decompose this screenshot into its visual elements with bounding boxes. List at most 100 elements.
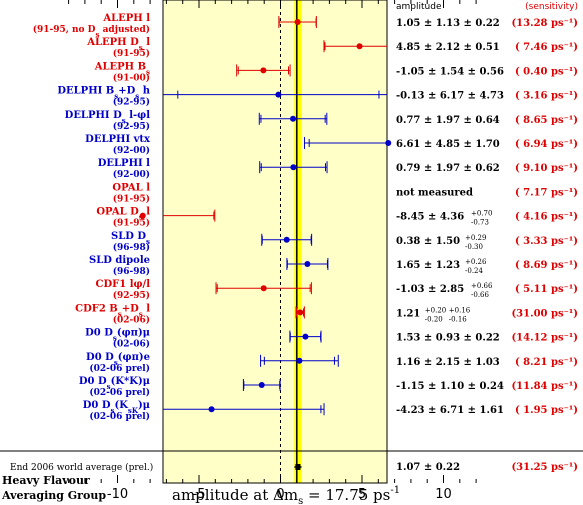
x-axis-label-sub: s <box>298 496 303 505</box>
measurement-period: (02-06) <box>113 339 150 350</box>
label-text: DELPHI vtx <box>85 134 151 145</box>
label-text: l-φl <box>126 110 150 121</box>
measurement-value: 1.05 ± 1.13 ± 0.22 <box>396 18 500 29</box>
measurement-period: (92-95) <box>113 290 150 301</box>
label-text: ALEPH B <box>94 61 146 72</box>
x-tick-label: -5 <box>193 487 206 502</box>
subscript: s <box>139 309 143 318</box>
measurement-label: SLD Ds <box>111 231 150 246</box>
subscript: s <box>139 43 143 52</box>
label-text: D0 D <box>79 376 107 387</box>
measurement-period: (91-95) <box>113 48 150 59</box>
label-text: D0 D <box>86 352 114 363</box>
label-text: CDF2 B <box>75 303 118 314</box>
subscript: s <box>135 91 139 100</box>
sensitivity-column-header: (sensitivity) <box>525 2 578 12</box>
label-text: (92-00) <box>113 169 150 180</box>
label-text: +D <box>118 86 135 97</box>
syst-down: -0.16 <box>449 315 467 323</box>
average-point <box>295 464 301 470</box>
data-point <box>302 333 309 340</box>
data-point <box>304 261 311 267</box>
label-text: D0 D <box>85 328 113 339</box>
measurement-label: D0 Ds(φπ)μ <box>85 328 150 343</box>
measurement-label: CDF1 lφ/l <box>96 279 151 290</box>
label-text: (92-00) <box>113 145 150 156</box>
data-point <box>260 285 267 292</box>
label-text: (02-06 prel) <box>89 387 150 398</box>
measurement-period: (91-00) <box>113 72 150 83</box>
label-text: l <box>143 37 150 48</box>
measurement-period: (02-06 prel) <box>89 387 150 398</box>
label-text: DELPHI B <box>57 86 114 97</box>
label-text: (96-98) <box>113 266 150 277</box>
measurement-value: 0.79 ± 1.97 ± 0.62 <box>396 163 500 174</box>
x-tick-label: 5 <box>358 487 366 502</box>
syst-up: +0.16 <box>449 306 471 314</box>
average-value: 1.07 ± 0.22 <box>396 462 460 473</box>
subscript: sK <box>128 406 139 415</box>
data-point <box>297 309 304 316</box>
measurement-sensitivity: ( 6.94 ps⁻¹) <box>515 139 578 150</box>
syst-down: -0.30 <box>465 243 483 251</box>
measurement-value: -1.15 ± 1.10 ± 0.24 <box>396 381 504 392</box>
label-text: (02-06) <box>113 339 150 350</box>
subscript: s <box>111 406 115 415</box>
data-point <box>260 67 267 74</box>
label-text: (K*K)μ <box>111 376 150 387</box>
data-point <box>296 357 303 364</box>
label-text: (92-95) <box>113 97 150 108</box>
syst-up: +0.70 <box>471 210 492 218</box>
label-text: (φπ)e <box>118 352 150 363</box>
measurement-period: (92-00) <box>113 169 150 180</box>
x-axis-label: amplitude at Δms = 17.75 ps-1 <box>172 485 400 505</box>
syst-down: -0.24 <box>465 267 483 275</box>
x-axis-label-main: amplitude at Δm <box>172 486 298 504</box>
plot-frame <box>162 0 388 484</box>
syst-up: +0.26 <box>465 258 487 266</box>
label-text: SLD D <box>111 231 146 242</box>
label-text: (K <box>114 400 128 411</box>
measurement-label: OPAL l <box>112 182 150 193</box>
measurement-label: CDF2 Bs+Ds l <box>75 303 150 318</box>
measurement-period: (91-95) <box>113 218 150 229</box>
label-text: DELPHI D <box>65 110 122 121</box>
label-text: (96-98) <box>113 242 150 253</box>
average-label: End 2006 world average (prel.) <box>10 462 153 473</box>
measurement-value: 0.77 ± 1.97 ± 0.64 <box>396 115 500 126</box>
label-text: (02-06) <box>113 314 150 325</box>
measurement-sensitivity: ( 3.33 ps⁻¹) <box>515 236 578 247</box>
subscript: s <box>114 357 118 366</box>
measurement-sensitivity: ( 8.65 ps⁻¹) <box>515 115 578 126</box>
average-band <box>294 0 302 483</box>
measurement-value: not measured <box>396 187 473 198</box>
subscript: s <box>146 236 150 245</box>
data-point <box>385 140 392 146</box>
label-text: DELPHI l <box>98 158 150 169</box>
measurement-value: -4.23 ± 6.71 ± 1.61 <box>396 405 504 416</box>
measurement-value: 6.61 ± 4.85 ± 1.70 <box>396 139 500 150</box>
syst-up: +0.29 <box>465 234 486 242</box>
label-text: (91-95) <box>113 218 150 229</box>
syst-up: +0.66 <box>471 282 493 290</box>
measurement-label: OPAL Ds l <box>96 207 150 222</box>
label-text: (02-06 prel) <box>89 363 150 374</box>
measurement-label: ALEPH Ds l <box>86 37 150 52</box>
amplitude-column-header: amplitude <box>396 2 442 12</box>
x-axis-label-sup: -1 <box>390 485 400 496</box>
data-point <box>283 236 290 243</box>
measurement-period: (92-95) <box>113 97 150 108</box>
measurement-sensitivity: ( 4.16 ps⁻¹) <box>515 212 578 223</box>
data-point <box>258 382 265 388</box>
measurement-period: (02-06) <box>113 314 150 325</box>
measurement-label: ALEPH Bs <box>94 61 150 76</box>
measurement-label: ALEPH l <box>102 13 150 24</box>
measurement-value: -0.13 ± 6.17 ± 4.73 <box>396 91 504 102</box>
label-text: l <box>143 207 150 218</box>
plot-panel <box>163 0 387 483</box>
label-text: (91-95) <box>113 193 150 204</box>
measurement-label: DELPHI l <box>98 158 150 169</box>
measurement-sensitivity: ( 3.16 ps⁻¹) <box>515 91 578 102</box>
subscript: s <box>118 309 122 318</box>
